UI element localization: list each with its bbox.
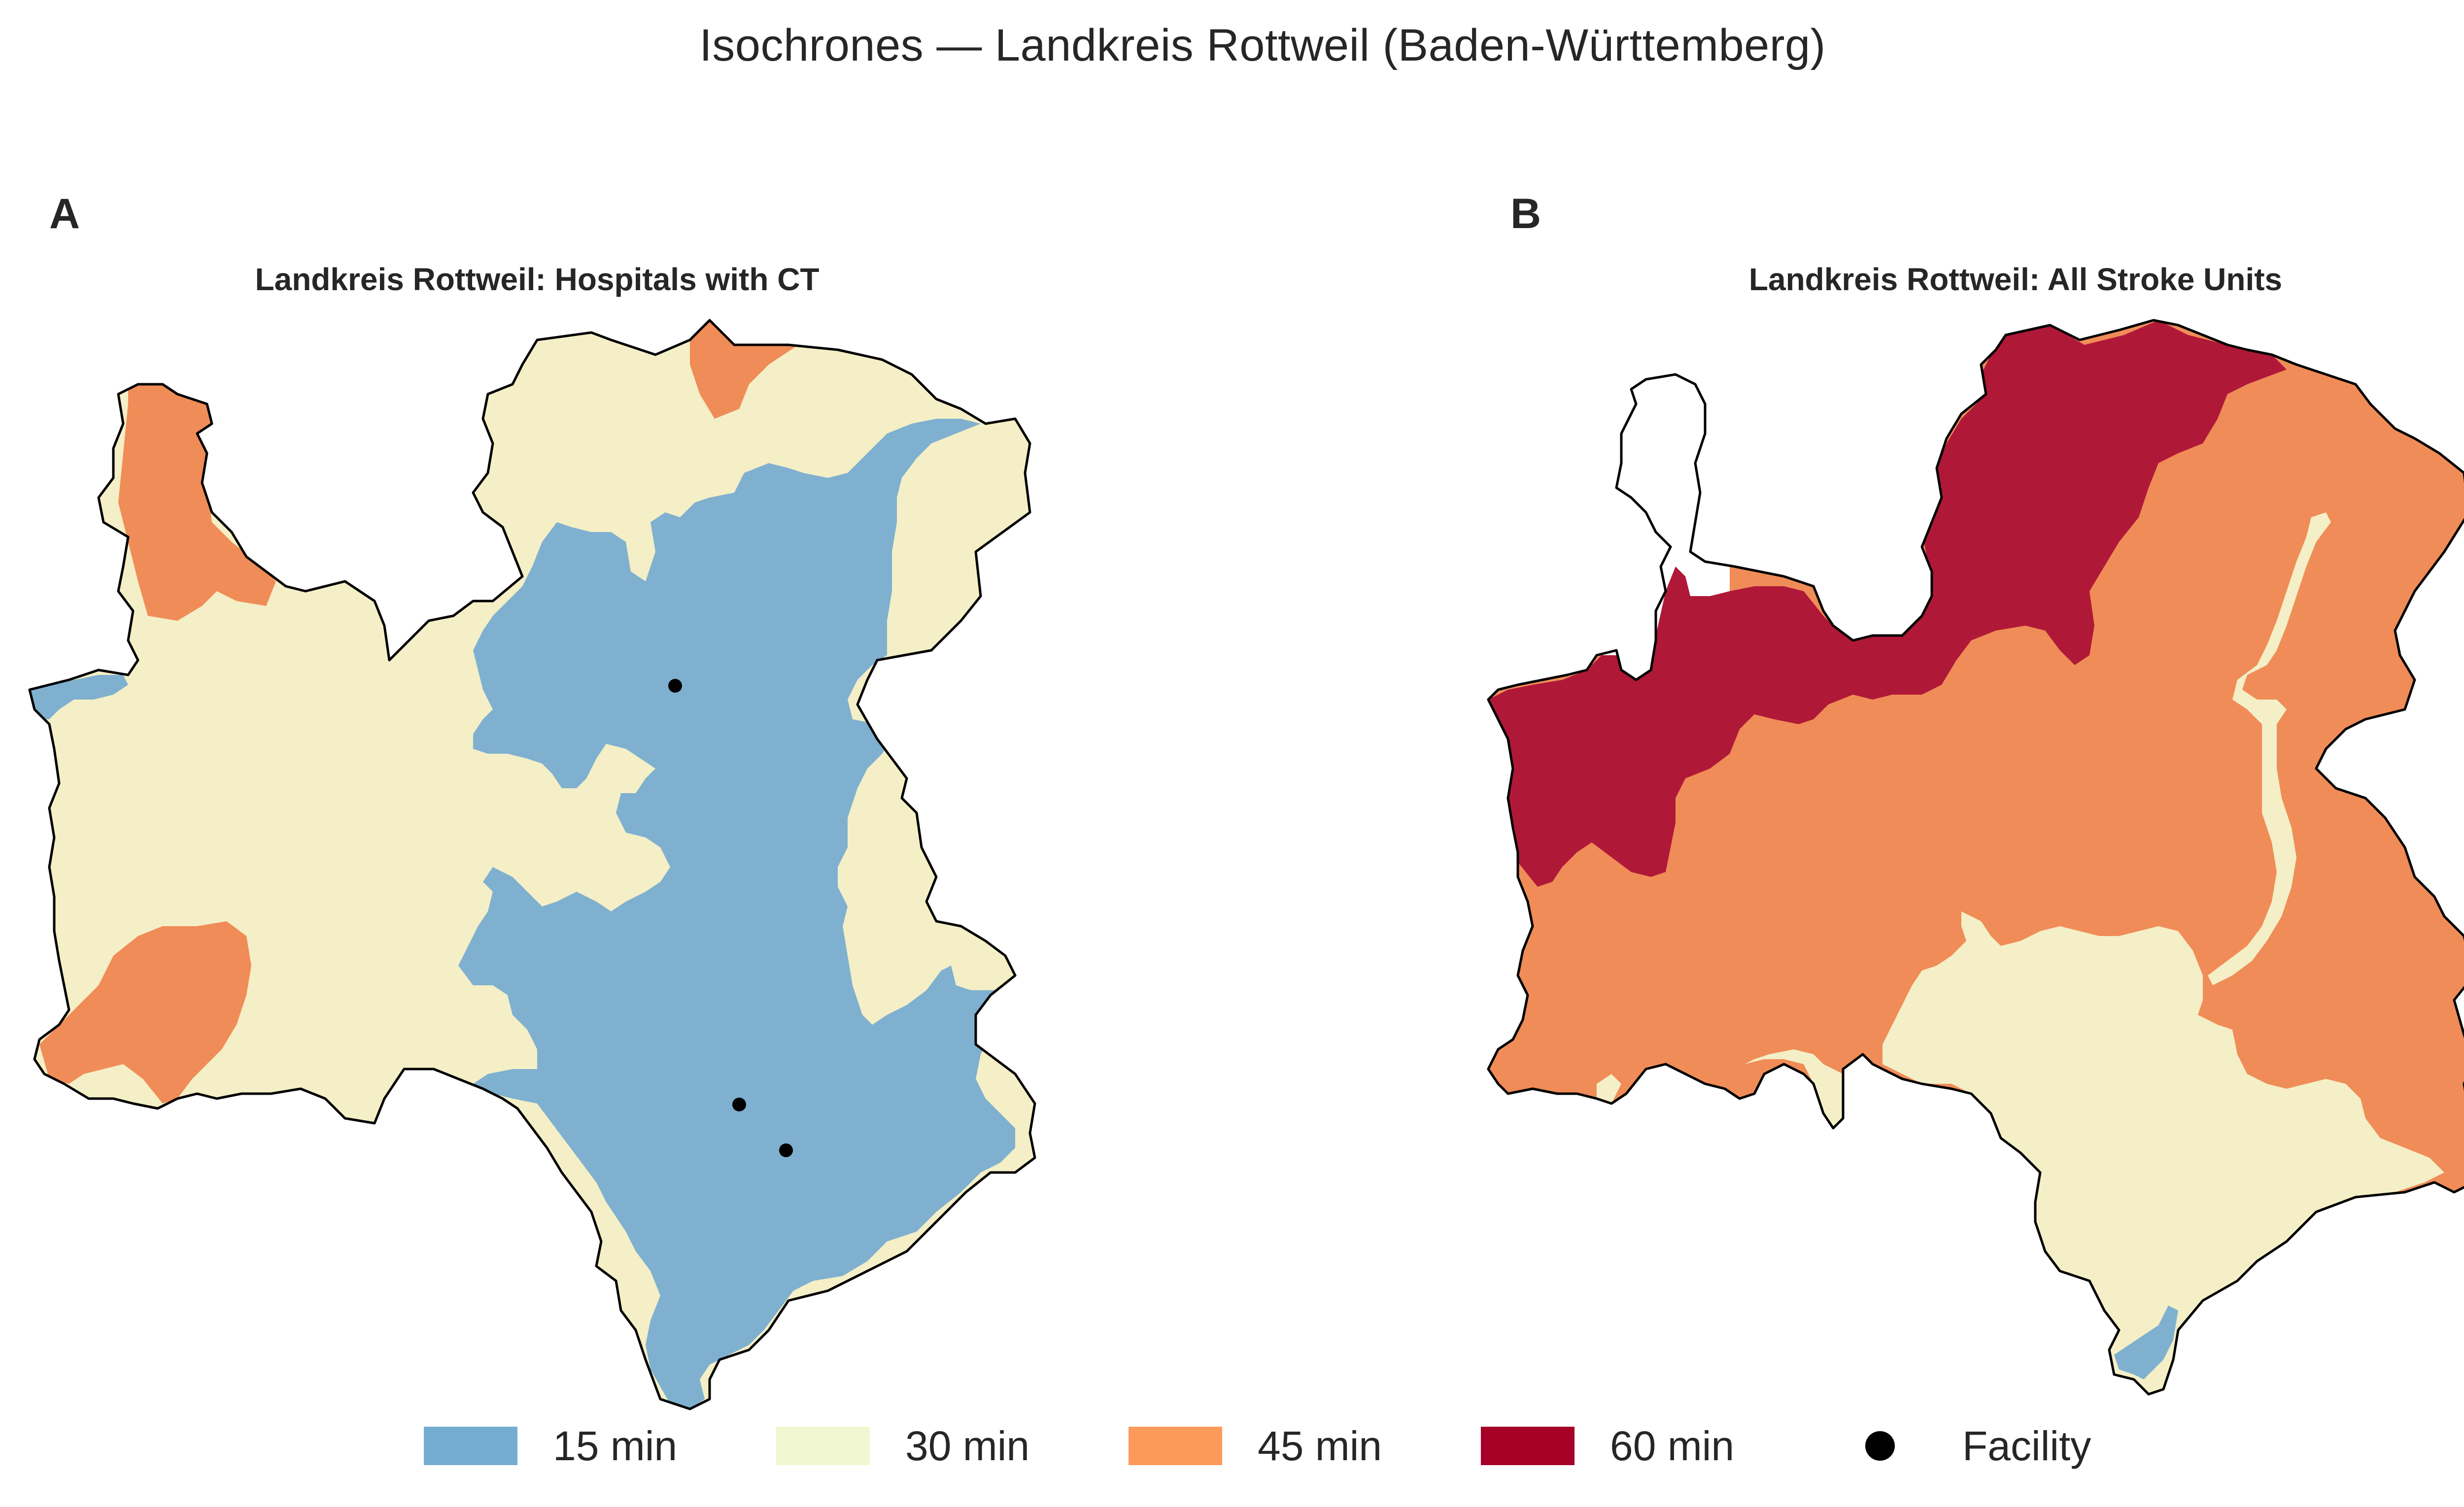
- zone-15min: [30, 675, 128, 719]
- legend-label-60min: 60 min: [1610, 1422, 1735, 1469]
- zone-30min: [2208, 512, 2331, 985]
- panel-b-title: Landkreis Rottweil: All Stroke Units: [1748, 262, 2283, 297]
- zone-30min: [1745, 1049, 1843, 1128]
- zone-60min: [1488, 320, 2287, 887]
- legend-swatch-15min: [424, 1427, 517, 1465]
- legend-item-facility: Facility: [1833, 1419, 2091, 1473]
- legend-item-30min: 30 min: [776, 1419, 1029, 1473]
- facility-marker: [779, 1143, 793, 1157]
- panel-a-map: [28, 319, 1036, 1410]
- legend-label-45min: 45 min: [1258, 1422, 1382, 1469]
- legend-swatch-30min: [776, 1427, 870, 1465]
- legend-swatch-60min: [1481, 1427, 1574, 1465]
- figure-title: Isochrones — Landkreis Rottweil (Baden-W…: [699, 20, 1826, 70]
- zone-45min: [118, 345, 276, 621]
- legend-item-45min: 45 min: [1129, 1419, 1382, 1473]
- legend: 15 min 30 min 45 min 60 min Facility: [0, 1419, 2464, 1473]
- legend-facility-marker-icon: [1865, 1431, 1895, 1461]
- zone-15min: [2114, 1306, 2178, 1379]
- legend-label-facility: Facility: [1962, 1422, 2091, 1469]
- zone-45min: [39, 921, 251, 1104]
- legend-item-15min: 15 min: [424, 1419, 677, 1473]
- legend-swatch-45min: [1129, 1427, 1222, 1465]
- zone-15min: [458, 419, 1015, 1409]
- legend-item-60min: 60 min: [1481, 1419, 1734, 1473]
- facility-marker: [668, 679, 682, 693]
- panel-b-letter: B: [1510, 190, 1541, 237]
- panel-a-letter: A: [49, 190, 80, 237]
- district-outline: [28, 319, 1036, 1410]
- panel-a-title: Landkreis Rottweil: Hospitals with CT: [255, 262, 820, 297]
- district-outline: [1487, 319, 2464, 1396]
- zone-30min: [1882, 911, 2444, 1394]
- legend-label-30min: 30 min: [905, 1422, 1030, 1469]
- panel-b-map: [1487, 319, 2464, 1396]
- facility-marker: [732, 1098, 746, 1111]
- legend-label-15min: 15 min: [553, 1422, 678, 1469]
- zone-30min: [1597, 1074, 1621, 1104]
